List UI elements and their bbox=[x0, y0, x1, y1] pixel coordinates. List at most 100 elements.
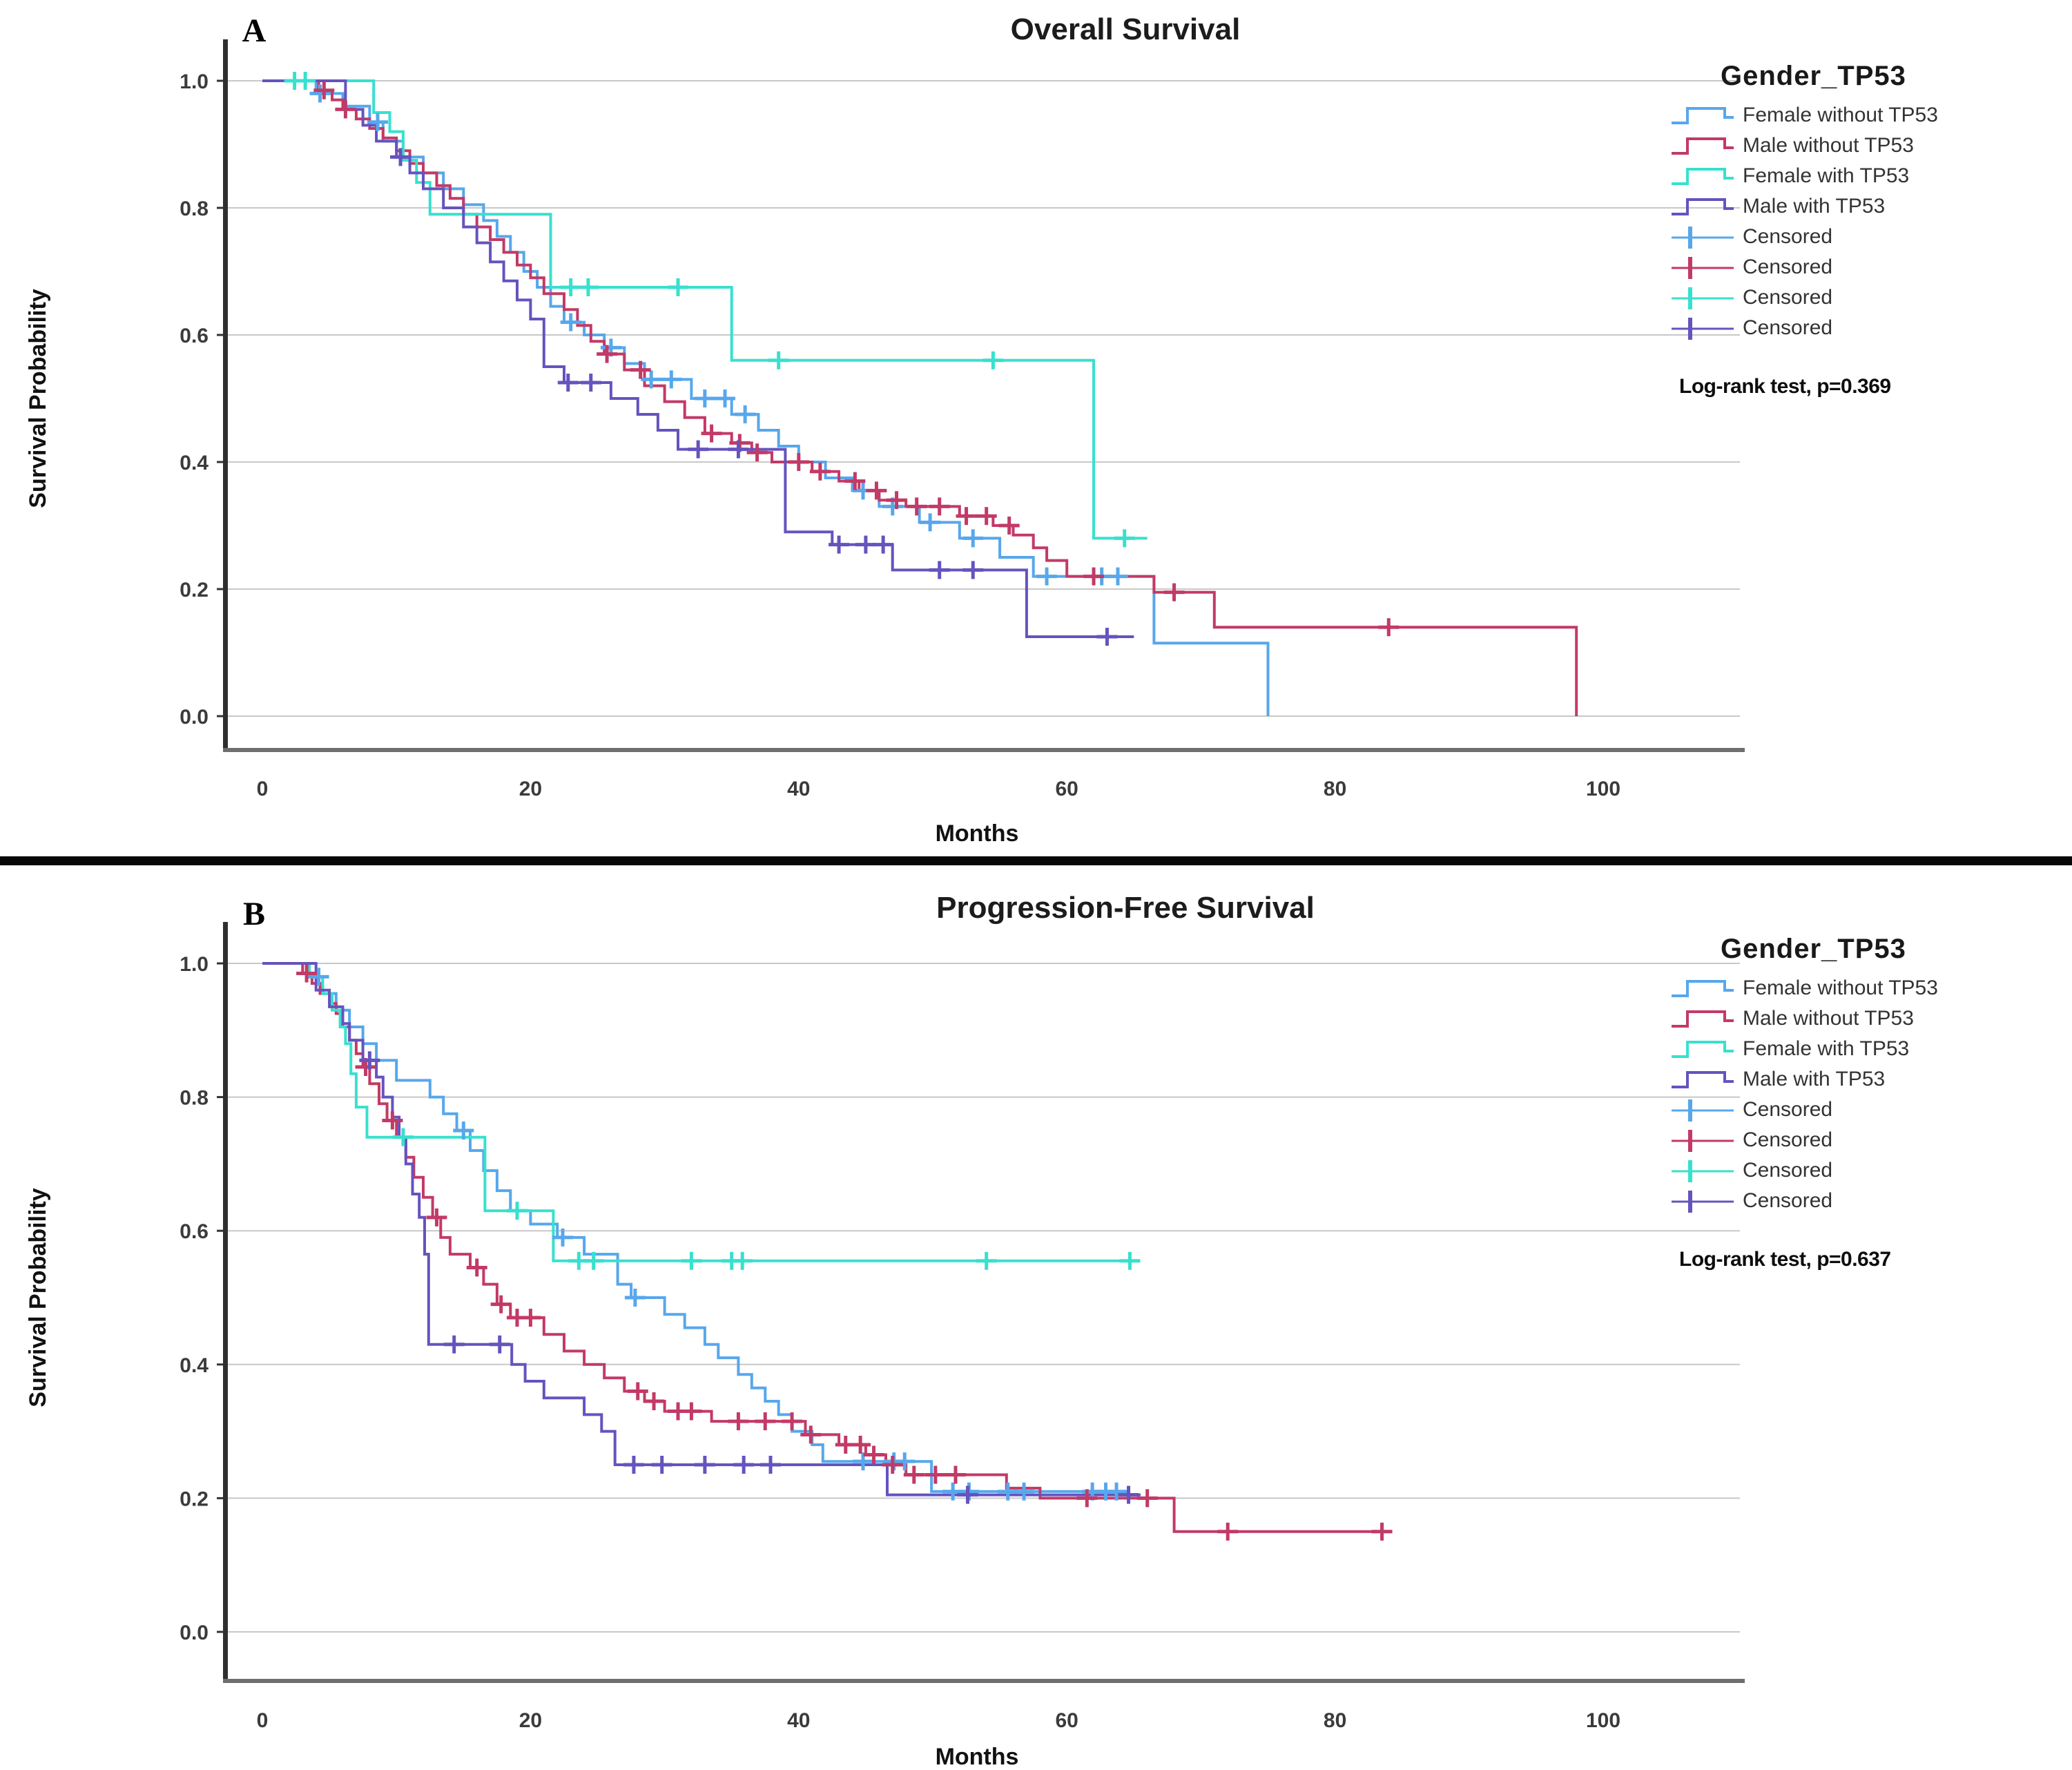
x-axis-label: Months bbox=[936, 820, 1019, 847]
legend-censored-item: Censored bbox=[1669, 1125, 2071, 1155]
legend-censored-swatch bbox=[1672, 1099, 1734, 1122]
legend-rows: Female without TP53 Male without TP53 Fema… bbox=[1669, 100, 2071, 343]
legend-censored-label: Censored bbox=[1743, 1159, 1833, 1182]
legend-censored-swatch bbox=[1672, 1191, 1734, 1213]
step-glyph bbox=[1672, 980, 1734, 997]
survival-plot-progression-free: 1.0 0.8 0.6 0.4 0.2 0.0 0 20 40 60 80 100 Progressio… bbox=[25, 891, 1745, 1770]
curve-female-without-tp53 bbox=[262, 79, 1270, 716]
legend-title: Gender_TP53 bbox=[1721, 934, 1906, 964]
legend-item: Male without TP53 bbox=[1669, 131, 2071, 161]
step-glyph bbox=[1672, 107, 1734, 124]
legend-line-swatch bbox=[1672, 107, 1734, 124]
legend-item: Female without TP53 bbox=[1669, 973, 2071, 1003]
legend-item: Male with TP53 bbox=[1669, 191, 2071, 222]
chart-title: Overall Survival bbox=[1011, 12, 1241, 46]
y-tick-label: 1.0 bbox=[180, 953, 209, 976]
legend-censored-item: Censored bbox=[1669, 222, 2071, 252]
legend-item-label: Female without TP53 bbox=[1743, 977, 1938, 999]
legend-censored-item: Censored bbox=[1669, 1095, 2071, 1125]
legend-censored-item: Censored bbox=[1669, 252, 2071, 282]
step-glyph bbox=[1672, 1010, 1734, 1028]
log-rank-p-value: Log-rank test, p=0.637 bbox=[1679, 1248, 1891, 1271]
legend-censored-item: Censored bbox=[1669, 282, 2071, 313]
legend-rows: Female without TP53 Male without TP53 Fema… bbox=[1669, 973, 2071, 1216]
legend-line-swatch bbox=[1672, 137, 1734, 155]
legend-censored-swatch bbox=[1672, 227, 1734, 249]
panel-divider bbox=[0, 856, 2072, 865]
legend-item-label: Female without TP53 bbox=[1743, 104, 1938, 126]
curve-male-without-tp53 bbox=[262, 962, 1389, 1533]
legend-line-swatch bbox=[1672, 980, 1734, 997]
legend-censored-swatch bbox=[1672, 1130, 1734, 1152]
step-glyph bbox=[1672, 198, 1734, 215]
legend-censored-item: Censored bbox=[1669, 1186, 2071, 1216]
x-tick-label: 40 bbox=[787, 778, 810, 800]
y-tick-label: 0.2 bbox=[180, 579, 209, 602]
x-axis-spine bbox=[223, 748, 1745, 752]
legend-item-label: Male with TP53 bbox=[1743, 1068, 1886, 1090]
y-tick-label: 0.8 bbox=[180, 1087, 209, 1110]
y-tick-label: 0.4 bbox=[180, 452, 209, 474]
legend-censored-label: Censored bbox=[1743, 1128, 1833, 1151]
legend-censored-swatch bbox=[1672, 1160, 1734, 1182]
chart-title: Progression-Free Survival bbox=[936, 891, 1315, 925]
x-tick-label: 20 bbox=[519, 778, 542, 800]
step-glyph bbox=[1672, 1071, 1734, 1088]
x-tick-label: 60 bbox=[1056, 778, 1078, 800]
legend-item: Female without TP53 bbox=[1669, 100, 2071, 131]
legend-title: Gender_TP53 bbox=[1721, 61, 1906, 91]
panel-letter: A bbox=[242, 12, 267, 49]
survival-plot-overall: 1.0 0.8 0.6 0.4 0.2 0.0 0 20 40 60 80 100 Overall Su… bbox=[25, 12, 1745, 847]
legend-progression-free: Gender_TP53 Female without TP53 Male with… bbox=[1669, 934, 2071, 1271]
curve-female-without-tp53 bbox=[262, 962, 1127, 1493]
x-tick-label: 100 bbox=[1586, 1709, 1620, 1732]
y-tick-label: 0.0 bbox=[180, 706, 209, 729]
x-tick-label: 0 bbox=[257, 778, 269, 800]
x-tick-label: 40 bbox=[787, 1709, 810, 1732]
y-tick-label: 0.4 bbox=[180, 1354, 209, 1377]
legend-censored-swatch bbox=[1672, 318, 1734, 340]
curve-female-with-tp53 bbox=[262, 962, 1134, 1262]
y-tick-label: 0.0 bbox=[180, 1622, 209, 1644]
y-tick-label: 0.6 bbox=[180, 325, 209, 347]
y-axis-spine bbox=[223, 39, 228, 752]
y-axis-spine bbox=[223, 922, 228, 1683]
y-tick-label: 1.0 bbox=[180, 70, 209, 93]
y-tick-label: 0.8 bbox=[180, 198, 209, 220]
curve-male-with-tp53 bbox=[262, 962, 1141, 1497]
x-tick-label: 0 bbox=[257, 1709, 269, 1732]
y-tick-label: 0.6 bbox=[180, 1220, 209, 1243]
legend-line-swatch bbox=[1672, 168, 1734, 185]
panel-letter: B bbox=[243, 896, 265, 932]
legend-item-label: Male with TP53 bbox=[1743, 195, 1886, 218]
legend-censored-label: Censored bbox=[1743, 1098, 1833, 1121]
y-tick-label: 0.2 bbox=[180, 1488, 209, 1510]
x-axis-spine bbox=[223, 1679, 1745, 1683]
step-glyph bbox=[1672, 137, 1734, 155]
curve-male-without-tp53 bbox=[262, 79, 1578, 716]
legend-censored-label: Censored bbox=[1743, 286, 1833, 309]
legend-censored-label: Censored bbox=[1743, 225, 1833, 248]
legend-item: Female with TP53 bbox=[1669, 161, 2071, 191]
legend-line-swatch bbox=[1672, 1071, 1734, 1088]
legend-censored-label: Censored bbox=[1743, 316, 1833, 339]
legend-line-swatch bbox=[1672, 1010, 1734, 1028]
legend-censored-label: Censored bbox=[1743, 1189, 1833, 1212]
legend-censored-item: Censored bbox=[1669, 313, 2071, 343]
y-axis-label: Survival Probability bbox=[25, 289, 51, 508]
curve-male-with-tp53 bbox=[262, 79, 1134, 638]
legend-item-label: Male without TP53 bbox=[1743, 134, 1914, 157]
legend-item: Male with TP53 bbox=[1669, 1064, 2071, 1095]
legend-item-label: Male without TP53 bbox=[1743, 1007, 1914, 1030]
x-tick-label: 100 bbox=[1586, 778, 1620, 800]
legend-line-swatch bbox=[1672, 1041, 1734, 1058]
x-tick-label: 80 bbox=[1324, 1709, 1346, 1732]
x-tick-label: 80 bbox=[1324, 778, 1346, 800]
x-tick-label: 60 bbox=[1056, 1709, 1078, 1732]
legend-censored-label: Censored bbox=[1743, 256, 1833, 278]
log-rank-p-value: Log-rank test, p=0.369 bbox=[1679, 375, 1891, 398]
x-tick-label: 20 bbox=[519, 1709, 542, 1732]
legend-censored-item: Censored bbox=[1669, 1155, 2071, 1186]
legend-censored-swatch bbox=[1672, 257, 1734, 279]
